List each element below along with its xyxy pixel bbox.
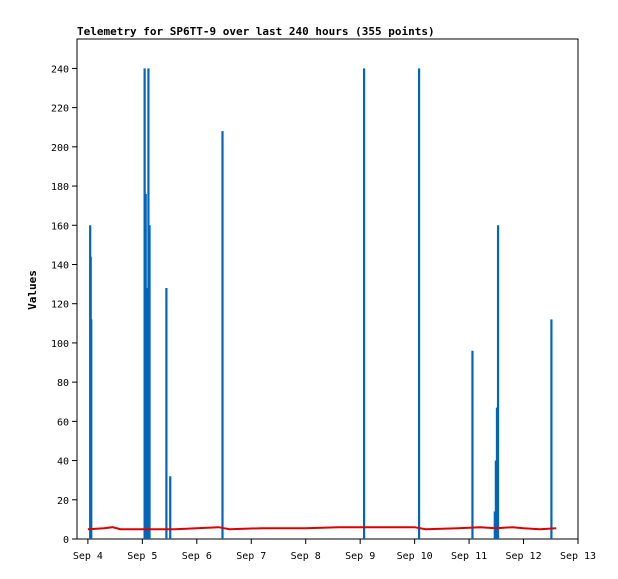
x-tick-label: Sep 4 (73, 551, 103, 562)
chart-title: Telemetry for SP6TT-9 over last 240 hour… (77, 25, 435, 38)
telemetry-bar (496, 225, 500, 539)
x-tick-label: Sep 9 (345, 551, 375, 562)
x-tick-label: Sep 13 (560, 551, 596, 562)
x-tick-label: Sep 10 (397, 551, 433, 562)
y-tick-label: 0 (63, 535, 69, 546)
line-series (87, 526, 557, 531)
y-tick-label: 220 (51, 104, 69, 115)
plot-frame (76, 38, 579, 540)
y-tick-label: 20 (57, 496, 69, 507)
y-tick-label: 200 (51, 143, 69, 154)
y-tick-label: 240 (51, 64, 69, 75)
x-tick-label: Sep 12 (505, 551, 541, 562)
y-axis-label: Values (26, 270, 39, 310)
telemetry-bar (362, 68, 366, 539)
y-tick-label: 100 (51, 339, 69, 350)
bar-series (89, 68, 553, 539)
y-tick-label: 80 (57, 378, 69, 389)
x-tick-label: Sep 7 (236, 551, 266, 562)
y-axis: 0 20 40 60 80 100 120 140 160 180 200 220 240 (51, 64, 77, 546)
telemetry-bar (417, 68, 421, 539)
telemetry-bar (471, 350, 474, 539)
telemetry-line (87, 526, 557, 531)
y-tick-label: 140 (51, 260, 69, 271)
x-axis: Sep 4 Sep 5 Sep 6 Sep 7 Sep 8 Sep 9 Sep 10 Sep … (73, 539, 596, 562)
y-tick-label: 40 (57, 457, 69, 468)
telemetry-bar (221, 131, 224, 539)
telemetry-bar (145, 288, 148, 539)
y-tick-label: 180 (51, 182, 69, 193)
telemetry-bar (165, 288, 168, 539)
telemetry-bar (169, 476, 172, 539)
y-tick-label: 160 (51, 221, 69, 232)
telemetry-bar (90, 319, 93, 539)
x-tick-label: Sep 5 (127, 551, 157, 562)
x-tick-label: Sep 8 (291, 551, 321, 562)
y-tick-label: 60 (57, 417, 69, 428)
x-tick-label: Sep 11 (451, 551, 487, 562)
y-tick-label: 120 (51, 300, 69, 311)
x-tick-label: Sep 6 (182, 551, 212, 562)
telemetry-bar (148, 225, 151, 539)
telemetry-bar (550, 319, 553, 539)
